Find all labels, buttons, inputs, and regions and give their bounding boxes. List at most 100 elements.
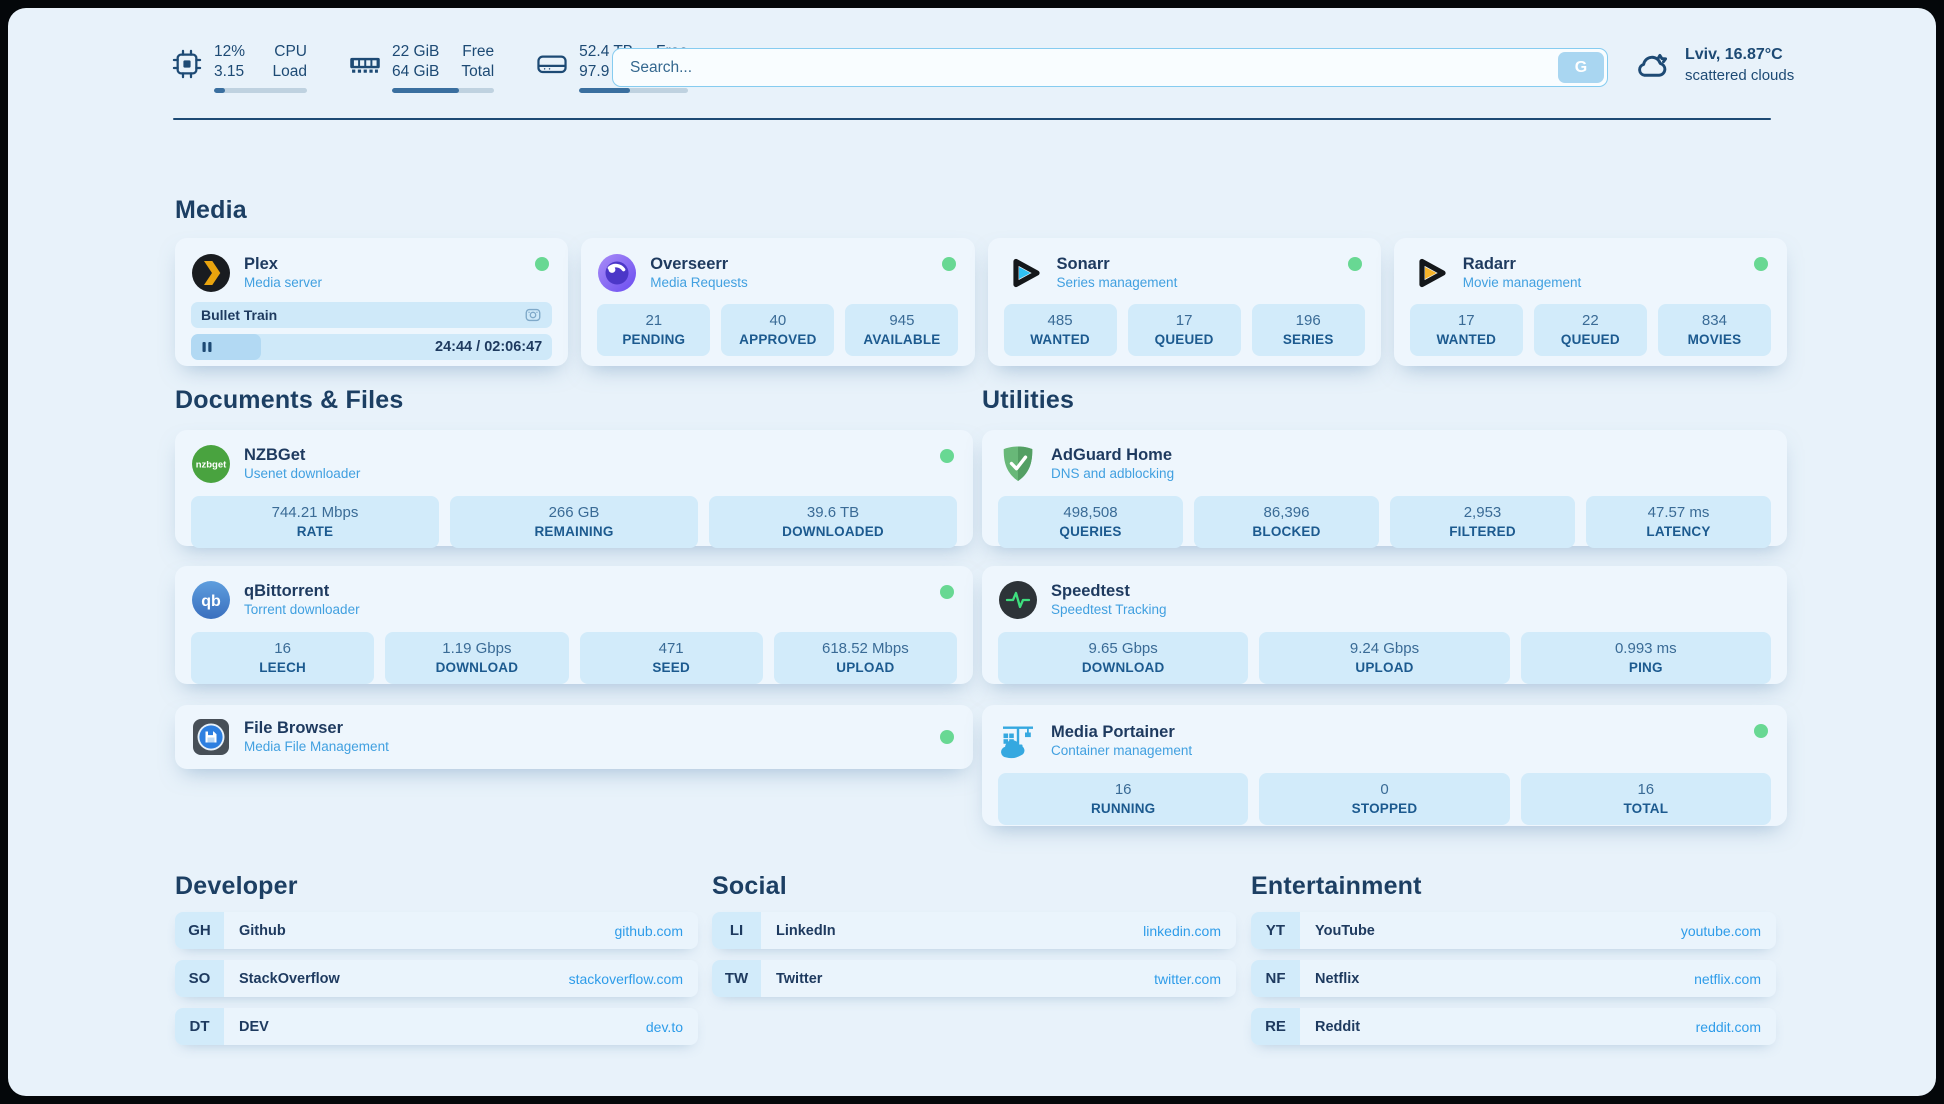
stat-box: 0.993 ms PING: [1520, 632, 1771, 685]
stat-value: 266 GB: [548, 504, 600, 521]
app-card-portainer[interactable]: Media Portainer Container management 16 …: [982, 705, 1787, 826]
stat-box: 2,953 FILTERED: [1390, 496, 1575, 549]
svg-text:qb: qb: [201, 593, 221, 610]
portainer-icon: [1001, 726, 1033, 759]
app-subtitle: Media server: [244, 274, 323, 290]
link-name: StackOverflow: [239, 970, 340, 987]
stat-label: UPLOAD: [1355, 659, 1414, 675]
stat-value: 0: [1380, 781, 1389, 798]
stat-label: DOWNLOADED: [782, 523, 884, 539]
section-title-social: Social: [712, 872, 787, 900]
stat-box: 16 TOTAL: [1520, 773, 1771, 826]
app-card-adguard[interactable]: AdGuard Home DNS and adblocking 498,508 …: [982, 430, 1787, 549]
status-dot: [940, 449, 954, 463]
app-subtitle: Series management: [1056, 274, 1178, 290]
link-row-linkedin[interactable]: LI LinkedIn linkedin.com: [712, 912, 1236, 949]
stat-value: 618.52 Mbps: [822, 640, 909, 657]
search-input[interactable]: [612, 48, 1608, 87]
section-title-entertainment: Entertainment: [1251, 872, 1422, 900]
link-row-netflix[interactable]: NF Netflix netflix.com: [1251, 960, 1776, 997]
link-url: reddit.com: [1695, 1018, 1761, 1035]
stat-label: WANTED: [1030, 331, 1090, 347]
svg-text:nzbget: nzbget: [196, 460, 227, 471]
status-dot: [941, 257, 956, 271]
link-url: twitter.com: [1154, 970, 1221, 987]
playback-time: 24:44 / 02:06:47: [435, 339, 543, 355]
memory-progress-bar: [392, 88, 495, 94]
app-card-overseerr[interactable]: Overseerr Media Requests 21 PENDING 40 A…: [581, 238, 975, 366]
stat-label: STOPPED: [1351, 800, 1418, 816]
app-title: Radarr: [1462, 255, 1516, 274]
stat-value: 86,396: [1263, 504, 1310, 521]
stat-box: 16 LEECH: [191, 632, 375, 685]
weather-widget[interactable]: Lviv, 16.87°C scattered clouds: [1634, 45, 1794, 85]
app-title: Media Portainer: [1051, 723, 1175, 742]
stat-label: FILTERED: [1449, 523, 1516, 539]
now-playing-title: Bullet Train: [201, 307, 278, 323]
entertainment-section: Entertainment YT YouTube youtube.com NF …: [1251, 872, 1776, 1045]
link-name: Netflix: [1315, 970, 1360, 987]
stat-box: 40 APPROVED: [721, 304, 835, 357]
link-url: netflix.com: [1694, 970, 1761, 987]
app-card-sonarr[interactable]: Sonarr Series management 485 WANTED 17 Q…: [987, 238, 1381, 366]
app-card-radarr[interactable]: Radarr Movie management 17 WANTED 22 QUE…: [1393, 238, 1787, 366]
app-card-filebrowser[interactable]: File Browser Media File Management: [175, 705, 973, 769]
stat-value: 39.6 TB: [806, 504, 860, 521]
app-card-nzbget[interactable]: nzbget NZBGet Usenet downloader 744.21 M…: [175, 430, 973, 549]
stat-box: 39.6 TB DOWNLOADED: [709, 496, 957, 549]
stat-value: 17: [1175, 312, 1193, 329]
link-name: DEV: [239, 1018, 269, 1035]
link-row-stackoverflow[interactable]: SO StackOverflow stackoverflow.com: [175, 960, 698, 997]
utilities-column: AdGuard Home DNS and adblocking 498,508 …: [982, 430, 1787, 826]
app-card-plex[interactable]: Plex Media server Bullet Train: [175, 238, 569, 366]
app-subtitle: Usenet downloader: [244, 465, 361, 481]
link-name: Github: [239, 922, 286, 939]
storage-progress-bar: [579, 88, 688, 94]
app-card-speedtest[interactable]: Speedtest Speedtest Tracking 9.65 Gbps D…: [982, 566, 1787, 685]
stat-label: BLOCKED: [1252, 523, 1321, 539]
cpu-metric: 12% CPU 3.15 Load: [171, 42, 307, 94]
link-row-reddit[interactable]: RE Reddit reddit.com: [1251, 1008, 1776, 1045]
stat-box: 17 WANTED: [1409, 304, 1523, 357]
cpu-label: CPU: [274, 43, 307, 60]
stat-label: AVAILABLE: [863, 331, 941, 347]
status-dot: [1347, 257, 1362, 271]
link-row-dev[interactable]: DT DEV dev.to: [175, 1008, 698, 1045]
app-subtitle: Movie management: [1462, 274, 1582, 290]
stat-value: 744.21 Mbps: [271, 504, 359, 521]
cpu-chip-icon: [172, 49, 202, 79]
stat-label: RATE: [296, 523, 334, 539]
section-title-media: Media: [175, 196, 247, 224]
stat-value: 9.24 Gbps: [1349, 640, 1420, 657]
pause-icon: [202, 342, 212, 352]
stat-value: 196: [1295, 312, 1321, 329]
link-row-twitter[interactable]: TW Twitter twitter.com: [712, 960, 1236, 997]
app-subtitle: DNS and adblocking: [1051, 465, 1175, 481]
status-dot: [940, 730, 954, 744]
stat-value: 2,953: [1463, 504, 1502, 521]
stat-value: 16: [274, 640, 291, 657]
stat-label: RUNNING: [1090, 800, 1156, 816]
cloud-icon: [1638, 54, 1668, 77]
stat-label: WANTED: [1436, 331, 1497, 347]
link-row-youtube[interactable]: YT YouTube youtube.com: [1251, 912, 1776, 949]
stat-value: 485: [1047, 312, 1073, 329]
speedtest-icon: [999, 581, 1037, 619]
link-row-github[interactable]: GH Github github.com: [175, 912, 698, 949]
stat-box: 86,396 BLOCKED: [1194, 496, 1379, 549]
playback-progress-bar: 24:44 / 02:06:47: [191, 334, 553, 360]
weather-location-temp: Lviv, 16.87°C: [1685, 46, 1783, 63]
app-card-qbittorrent[interactable]: qb qBittorrent Torrent downloader 16 LEE…: [175, 566, 973, 685]
search-engine-button[interactable]: G: [1558, 52, 1604, 83]
qbittorrent-icon: qb: [192, 581, 230, 619]
link-url: youtube.com: [1680, 922, 1761, 939]
stat-label: LATENCY: [1646, 523, 1711, 539]
stat-value: 40: [769, 312, 787, 329]
stat-value: 22: [1582, 312, 1599, 329]
memory-free-value: 22 GiB: [392, 43, 440, 60]
app-title: NZBGet: [244, 446, 306, 465]
status-dot: [1754, 724, 1768, 738]
overseerr-icon: [598, 254, 637, 292]
media-cards-row: Plex Media server Bullet Train: [175, 238, 1787, 366]
link-badge: TW: [712, 960, 761, 997]
